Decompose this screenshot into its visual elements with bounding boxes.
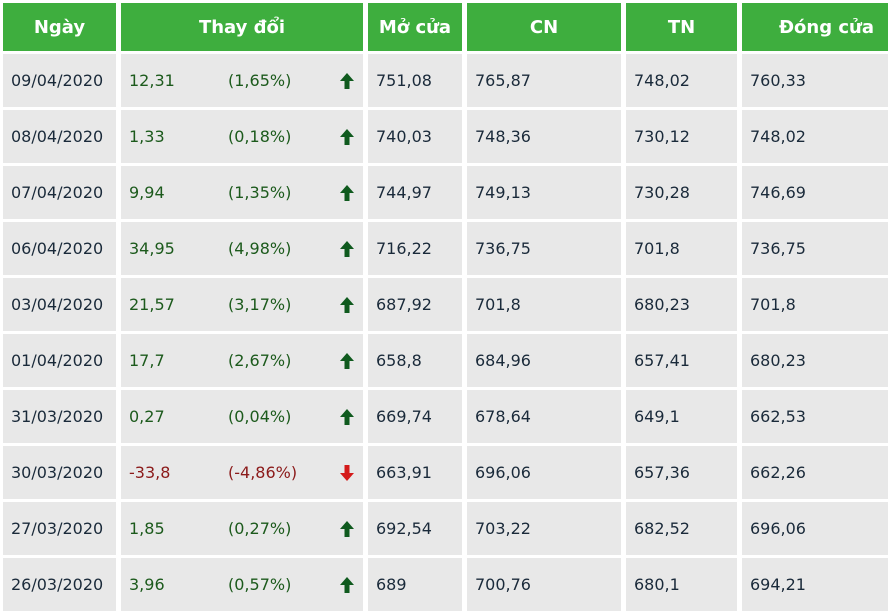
cell-date: 27/03/2020: [3, 502, 116, 555]
cell-open: 716,22: [368, 222, 462, 275]
cell-change: 34,95 (4,98%): [121, 222, 363, 275]
cell-close: 746,69: [742, 166, 888, 219]
arrow-down-icon: [340, 464, 354, 481]
cell-open: 687,92: [368, 278, 462, 331]
cell-date: 31/03/2020: [3, 390, 116, 443]
cell-low: 701,8: [626, 222, 737, 275]
cell-close: 662,26: [742, 446, 888, 499]
change-percent: (2,67%): [228, 351, 292, 370]
change-value: 1,85: [129, 519, 165, 538]
cell-high: 765,87: [467, 54, 621, 107]
cell-high: 736,75: [467, 222, 621, 275]
change-value: -33,8: [129, 463, 171, 482]
change-percent: (1,35%): [228, 183, 292, 202]
arrow-up-icon: [340, 352, 354, 369]
cell-date: 01/04/2020: [3, 334, 116, 387]
cell-open: 751,08: [368, 54, 462, 107]
arrow-up-icon: [340, 240, 354, 257]
cell-close: 760,33: [742, 54, 888, 107]
cell-close: 662,53: [742, 390, 888, 443]
change-value: 3,96: [129, 575, 165, 594]
cell-open: 689: [368, 558, 462, 611]
cell-date: 30/03/2020: [3, 446, 116, 499]
cell-date: 09/04/2020: [3, 54, 116, 107]
cell-low: 730,12: [626, 110, 737, 163]
cell-close: 680,23: [742, 334, 888, 387]
header-date: Ngày: [3, 3, 116, 51]
cell-high: 684,96: [467, 334, 621, 387]
cell-low: 680,23: [626, 278, 737, 331]
header-low: TN: [626, 3, 737, 51]
cell-date: 07/04/2020: [3, 166, 116, 219]
arrow-up-icon: [340, 296, 354, 313]
cell-high: 678,64: [467, 390, 621, 443]
change-percent: (0,27%): [228, 519, 292, 538]
cell-date: 06/04/2020: [3, 222, 116, 275]
cell-change: 3,96 (0,57%): [121, 558, 363, 611]
change-value: 34,95: [129, 239, 175, 258]
cell-open: 744,97: [368, 166, 462, 219]
arrow-up-icon: [340, 184, 354, 201]
cell-low: 657,41: [626, 334, 737, 387]
change-percent: (0,18%): [228, 127, 292, 146]
arrow-up-icon: [340, 72, 354, 89]
cell-low: 682,52: [626, 502, 737, 555]
cell-date: 03/04/2020: [3, 278, 116, 331]
arrow-up-icon: [340, 128, 354, 145]
cell-change: 0,27 (0,04%): [121, 390, 363, 443]
cell-change: 1,33 (0,18%): [121, 110, 363, 163]
cell-change: 1,85 (0,27%): [121, 502, 363, 555]
cell-open: 663,91: [368, 446, 462, 499]
cell-low: 680,1: [626, 558, 737, 611]
change-value: 1,33: [129, 127, 165, 146]
header-open: Mở cửa: [368, 3, 462, 51]
cell-high: 700,76: [467, 558, 621, 611]
change-percent: (3,17%): [228, 295, 292, 314]
header-change: Thay đổi: [121, 3, 363, 51]
header-close: Đóng cửa: [742, 3, 888, 51]
change-value: 12,31: [129, 71, 175, 90]
cell-open: 669,74: [368, 390, 462, 443]
cell-close: 748,02: [742, 110, 888, 163]
cell-change: 9,94 (1,35%): [121, 166, 363, 219]
change-value: 9,94: [129, 183, 165, 202]
change-percent: (0,57%): [228, 575, 292, 594]
arrow-up-icon: [340, 408, 354, 425]
change-percent: (1,65%): [228, 71, 292, 90]
change-percent: (4,98%): [228, 239, 292, 258]
cell-low: 649,1: [626, 390, 737, 443]
cell-high: 701,8: [467, 278, 621, 331]
cell-close: 696,06: [742, 502, 888, 555]
cell-change: -33,8 (-4,86%): [121, 446, 363, 499]
cell-change: 12,31 (1,65%): [121, 54, 363, 107]
cell-low: 657,36: [626, 446, 737, 499]
cell-change: 21,57 (3,17%): [121, 278, 363, 331]
cell-close: 736,75: [742, 222, 888, 275]
cell-open: 692,54: [368, 502, 462, 555]
cell-date: 08/04/2020: [3, 110, 116, 163]
arrow-up-icon: [340, 520, 354, 537]
cell-high: 703,22: [467, 502, 621, 555]
cell-high: 749,13: [467, 166, 621, 219]
cell-low: 748,02: [626, 54, 737, 107]
header-high: CN: [467, 3, 621, 51]
cell-close: 694,21: [742, 558, 888, 611]
change-value: 21,57: [129, 295, 175, 314]
cell-high: 696,06: [467, 446, 621, 499]
cell-high: 748,36: [467, 110, 621, 163]
cell-open: 740,03: [368, 110, 462, 163]
cell-close: 701,8: [742, 278, 888, 331]
change-value: 0,27: [129, 407, 165, 426]
cell-low: 730,28: [626, 166, 737, 219]
change-value: 17,7: [129, 351, 165, 370]
arrow-up-icon: [340, 576, 354, 593]
change-percent: (0,04%): [228, 407, 292, 426]
cell-open: 658,8: [368, 334, 462, 387]
change-percent: (-4,86%): [228, 463, 298, 482]
cell-change: 17,7 (2,67%): [121, 334, 363, 387]
cell-date: 26/03/2020: [3, 558, 116, 611]
